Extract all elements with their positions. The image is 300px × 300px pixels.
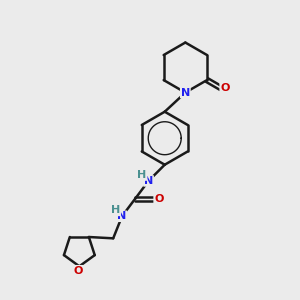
Text: N: N: [117, 211, 127, 221]
Text: H: H: [137, 170, 147, 180]
Text: O: O: [220, 83, 230, 93]
Text: O: O: [73, 266, 83, 276]
Text: H: H: [111, 206, 120, 215]
Text: O: O: [154, 194, 164, 204]
Text: N: N: [144, 176, 153, 186]
Text: N: N: [181, 88, 190, 98]
